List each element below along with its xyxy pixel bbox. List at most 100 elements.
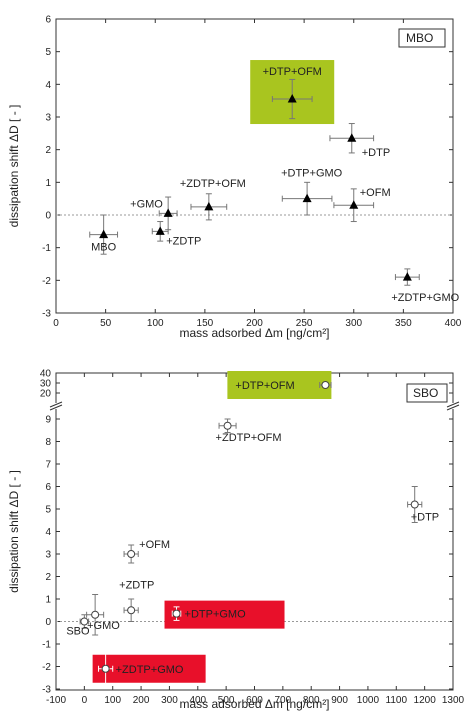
mbo-panel-label: MBO xyxy=(406,31,433,45)
sbo-x-tick-label: 1100 xyxy=(386,695,408,706)
sbo-y-tick-label: 6 xyxy=(45,482,51,493)
mbo-data-point xyxy=(287,94,297,103)
mbo-y-axis-label: dissipation shift ΔD [ - ] xyxy=(7,105,21,228)
sbo-data-point xyxy=(321,381,330,389)
sbo-data-point xyxy=(223,421,232,430)
mbo-x-tick-label: 300 xyxy=(345,318,362,329)
sbo-point-labels: SBO+GMO+ZDTP+OFM+ZDTP+OFM+DTP+DTP+GMO+ZD… xyxy=(66,380,439,676)
sbo-highlights xyxy=(92,371,332,683)
mbo-panel-label-box xyxy=(398,28,446,48)
sbo-point-label: +GMO xyxy=(87,620,120,632)
sbo-x-tick-label: 1000 xyxy=(357,695,380,706)
mbo-x-tick-label: 350 xyxy=(395,318,412,329)
sbo-points xyxy=(79,381,423,688)
sbo-point-label: +ZDTP+OFM xyxy=(216,432,282,444)
mbo-data-point xyxy=(99,229,109,239)
sbo-data-point xyxy=(172,609,181,618)
mbo-point-label: +OFM xyxy=(360,187,391,199)
mbo-point-label: MBO xyxy=(91,242,117,254)
sbo-y-tick-label: 4 xyxy=(45,527,51,538)
mbo-y-tick-label: 0 xyxy=(45,211,51,222)
sbo-point-label: SBO xyxy=(66,626,90,638)
mbo-y-tick-label: 2 xyxy=(45,145,51,156)
mbo-point-label: +DTP+GMO xyxy=(281,168,343,180)
sbo-axis-break-gap xyxy=(447,403,459,409)
sbo-point-label: +DTP+GMO xyxy=(185,609,247,621)
mbo-y-tick-label: -3 xyxy=(42,309,51,320)
sbo-highlight-box xyxy=(227,371,332,399)
sbo-x-axis-label: mass adsorbed Δm [ng/cm²] xyxy=(179,697,329,711)
sbo-point-label: +DTP+OFM xyxy=(235,380,294,392)
sbo-y-tick-label: 1 xyxy=(45,595,51,606)
mbo-point-label: +DTP+OFM xyxy=(263,66,322,78)
sbo-x-tick-label: 700 xyxy=(275,695,292,706)
sbo-y-tick-label: 9 xyxy=(45,415,51,426)
sbo-x-tick-label: 100 xyxy=(104,695,121,706)
sbo-data-point xyxy=(410,500,419,509)
mbo-data-point xyxy=(163,208,173,217)
mbo-point-label: +GMO xyxy=(130,198,163,210)
sbo-panel-label: SBO xyxy=(413,386,438,400)
mbo-x-tick-label: 200 xyxy=(246,318,263,329)
mbo-y-tick-label: -1 xyxy=(42,243,51,254)
sbo-y-tick-label: 7 xyxy=(45,460,51,471)
mbo-data-point xyxy=(204,201,214,211)
mbo-point-labels: MBO+ZDTP+GMO+ZDTP+OFM+DTP+GMO+OFM+DTP+OF… xyxy=(91,66,460,304)
sbo-data-point xyxy=(127,606,136,615)
mbo-data-point xyxy=(349,200,359,209)
sbo-x-tick-label: 500 xyxy=(218,695,235,706)
mbo-y-ticks: -3 -2 -1 0 1 2 3 4 5 6 xyxy=(42,15,453,320)
mbo-y-tick-label: -2 xyxy=(42,276,51,287)
sbo-axis-break-mark xyxy=(446,404,460,411)
sbo-axis-break-mark xyxy=(49,401,63,408)
sbo-y-tick-label: -2 xyxy=(42,662,51,673)
sbo-x-tick-label: 300 xyxy=(161,695,178,706)
mbo-y-tick-label: 5 xyxy=(45,47,51,58)
sbo-y-tick-label: 30 xyxy=(40,379,52,390)
mbo-x-tick-label: 100 xyxy=(147,318,164,329)
sbo-data-point xyxy=(101,664,110,673)
mbo-data-point xyxy=(347,133,357,142)
mbo-y-tick-label: 6 xyxy=(45,15,51,26)
sbo-point-label: +ZDTP+GMO xyxy=(116,664,184,676)
sbo-data-point xyxy=(80,617,89,626)
sbo-data-point xyxy=(127,550,136,558)
mbo-x-tick-label: 50 xyxy=(100,318,112,329)
sbo-point-label: +DTP xyxy=(411,512,439,524)
sbo-x-tick-label: 800 xyxy=(303,695,320,706)
sbo-point-label: +ZDTP xyxy=(119,579,154,591)
sbo-plot-frame xyxy=(55,372,454,691)
sbo-y-tick-label: -3 xyxy=(42,685,51,696)
mbo-x-tick-label: 0 xyxy=(53,318,59,329)
mbo-point-label: +ZDTP+GMO xyxy=(391,292,459,304)
mbo-point-label: +ZDTP xyxy=(166,235,201,247)
sbo-axis-break-mark xyxy=(49,404,63,411)
mbo-panel: 0 50 100 150 200 250 300 350 400 -3 -2 -1 0 1 2 3 4 5 6 M… xyxy=(7,15,462,341)
sbo-data-point xyxy=(91,610,100,619)
mbo-y-tick-label: 4 xyxy=(45,80,51,91)
sbo-x-tick-label: 200 xyxy=(133,695,150,706)
mbo-x-axis-label: mass adsorbed Δm [ng/cm²] xyxy=(179,326,329,340)
mbo-point-label: +ZDTP+OFM xyxy=(180,178,246,190)
mbo-y-tick-label: 3 xyxy=(45,113,51,124)
sbo-y-tick-label: 2 xyxy=(45,572,51,583)
sbo-panel: -100 0 100 200 300 400 500 600 700 800 900 1000 1100… xyxy=(7,369,465,711)
sbo-x-tick-label: 1200 xyxy=(414,695,437,706)
sbo-axis-break-mark xyxy=(446,401,460,408)
sbo-x-tick-label: 600 xyxy=(246,695,263,706)
sbo-x-tick-label: 400 xyxy=(189,695,206,706)
mbo-data-point xyxy=(402,272,412,281)
sbo-x-tick-label: 900 xyxy=(331,695,348,706)
sbo-y-axis-label: dissipation shift ΔD [ - ] xyxy=(7,470,21,593)
mbo-y-tick-label: 1 xyxy=(45,178,51,189)
sbo-panel-label-box xyxy=(406,383,448,403)
sbo-x-tick-label: 1300 xyxy=(442,695,465,706)
sbo-y-tick-label: 8 xyxy=(45,437,51,448)
sbo-axis-break xyxy=(49,401,460,411)
sbo-y-tick-label: 20 xyxy=(40,389,52,400)
sbo-y-tick-label: 5 xyxy=(45,505,51,516)
mbo-x-tick-label: 400 xyxy=(445,318,462,329)
sbo-x-tick-label: -100 xyxy=(46,695,66,706)
